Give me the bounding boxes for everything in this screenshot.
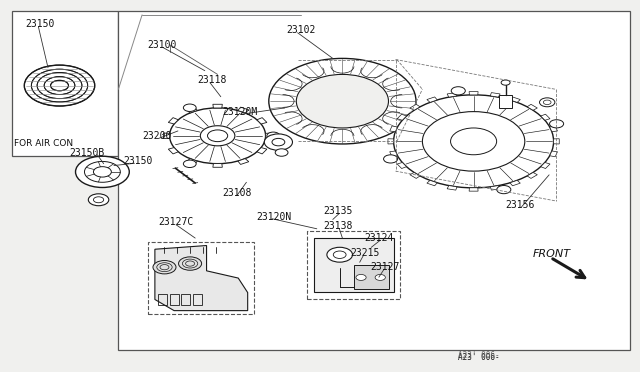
Polygon shape <box>257 148 267 154</box>
Circle shape <box>497 186 511 194</box>
Polygon shape <box>541 114 550 120</box>
Polygon shape <box>427 97 437 102</box>
Text: 23124: 23124 <box>365 233 394 243</box>
Text: FOR AIR CON: FOR AIR CON <box>14 139 73 148</box>
Circle shape <box>451 87 465 95</box>
Text: 23118: 23118 <box>197 75 227 85</box>
Text: FRONT: FRONT <box>532 249 570 259</box>
Text: 23127C: 23127C <box>159 218 194 227</box>
Polygon shape <box>469 92 478 95</box>
Circle shape <box>184 104 196 112</box>
Polygon shape <box>447 186 457 190</box>
Circle shape <box>375 275 385 280</box>
Polygon shape <box>550 126 557 132</box>
Text: 23200: 23200 <box>142 131 172 141</box>
Circle shape <box>356 275 366 280</box>
Circle shape <box>31 69 88 102</box>
Text: 23120N: 23120N <box>256 212 291 221</box>
Circle shape <box>264 134 292 150</box>
Polygon shape <box>469 188 478 191</box>
Circle shape <box>327 247 353 262</box>
Circle shape <box>24 65 95 106</box>
Polygon shape <box>397 114 406 120</box>
Text: 23138: 23138 <box>323 221 353 231</box>
Circle shape <box>51 80 68 91</box>
Polygon shape <box>527 104 538 110</box>
Text: 23150: 23150 <box>26 19 55 29</box>
Circle shape <box>76 156 129 187</box>
Bar <box>307 231 400 299</box>
Polygon shape <box>186 107 197 113</box>
Polygon shape <box>155 246 248 311</box>
Polygon shape <box>554 139 559 144</box>
Polygon shape <box>410 104 420 110</box>
Polygon shape <box>314 238 394 292</box>
Text: 23100: 23100 <box>147 40 177 49</box>
Circle shape <box>37 73 82 99</box>
Circle shape <box>296 74 388 128</box>
Polygon shape <box>447 93 457 97</box>
Bar <box>158 294 167 305</box>
Bar <box>148 242 254 314</box>
Polygon shape <box>266 133 272 138</box>
Bar <box>499 95 512 108</box>
Circle shape <box>550 120 564 128</box>
Text: 23215: 23215 <box>351 248 380 258</box>
Bar <box>118 11 630 350</box>
Polygon shape <box>213 164 222 167</box>
Circle shape <box>88 194 109 206</box>
Circle shape <box>267 132 280 140</box>
Circle shape <box>183 160 196 167</box>
Polygon shape <box>410 173 420 179</box>
Polygon shape <box>490 186 500 190</box>
Polygon shape <box>490 93 500 97</box>
Text: 23150: 23150 <box>123 156 152 166</box>
Circle shape <box>153 260 176 274</box>
Bar <box>170 294 179 305</box>
Text: 23102: 23102 <box>287 25 316 35</box>
Polygon shape <box>186 158 197 164</box>
Polygon shape <box>427 180 437 186</box>
Text: 23156: 23156 <box>506 200 535 209</box>
Circle shape <box>179 257 202 270</box>
Polygon shape <box>168 118 179 124</box>
Text: 23135: 23135 <box>323 206 353 216</box>
Circle shape <box>501 80 510 85</box>
Circle shape <box>540 98 555 107</box>
Text: A23' 006-: A23' 006- <box>458 351 499 360</box>
Polygon shape <box>213 104 222 108</box>
Polygon shape <box>388 139 394 144</box>
Bar <box>181 294 190 305</box>
Polygon shape <box>238 107 249 113</box>
Polygon shape <box>550 151 557 157</box>
Polygon shape <box>238 158 249 164</box>
Circle shape <box>275 149 288 156</box>
Text: 23150B: 23150B <box>69 148 104 157</box>
Circle shape <box>44 77 75 94</box>
Bar <box>118 11 630 350</box>
Text: A23' 006-: A23' 006- <box>458 353 499 362</box>
Bar <box>354 265 389 289</box>
Text: 23127: 23127 <box>370 262 399 272</box>
Polygon shape <box>257 118 267 124</box>
Polygon shape <box>510 180 520 186</box>
Polygon shape <box>541 163 550 169</box>
Text: 23120M: 23120M <box>223 107 258 116</box>
Bar <box>12 11 118 156</box>
Circle shape <box>269 58 416 144</box>
Polygon shape <box>390 126 397 132</box>
Polygon shape <box>390 151 397 157</box>
Bar <box>12 11 118 156</box>
Bar <box>193 294 202 305</box>
Polygon shape <box>163 133 170 138</box>
Text: 23108: 23108 <box>223 189 252 198</box>
Circle shape <box>394 95 554 188</box>
Polygon shape <box>168 148 179 154</box>
Circle shape <box>383 155 397 163</box>
Polygon shape <box>397 163 406 169</box>
Polygon shape <box>527 173 538 179</box>
Polygon shape <box>510 97 520 102</box>
